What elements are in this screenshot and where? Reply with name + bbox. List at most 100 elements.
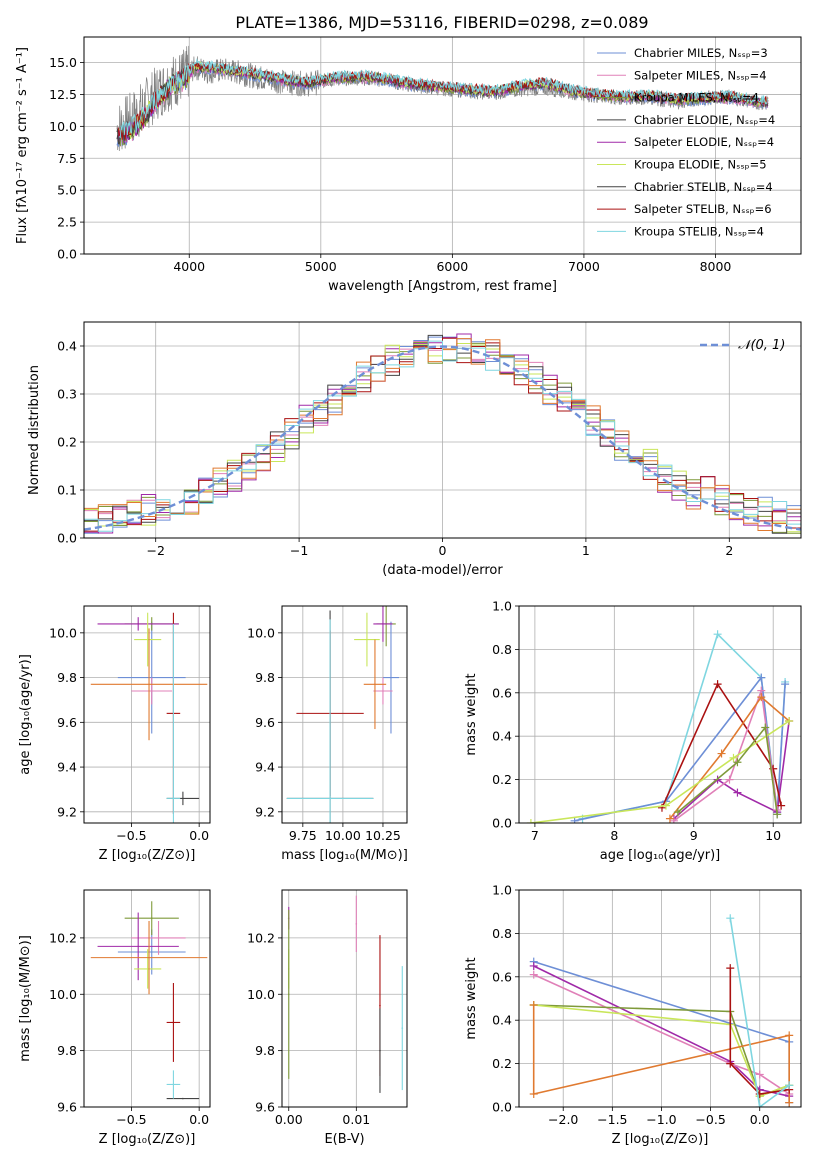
y-tick-label: 0.1 bbox=[57, 483, 77, 498]
y-axis-label: Normed distribution bbox=[27, 365, 42, 495]
data-point bbox=[172, 1083, 175, 1086]
data-point-marker bbox=[665, 814, 674, 823]
data-point-marker bbox=[713, 630, 722, 639]
data-point-marker bbox=[733, 758, 742, 767]
x-axis-label: Z [log₁₀(Z/Z⊙)] bbox=[612, 1132, 709, 1147]
legend-entry-label: Kroupa MILES, Nₛₛₚ=4 bbox=[634, 91, 759, 105]
y-tick-label: 1.0 bbox=[492, 883, 512, 898]
data-point bbox=[329, 797, 331, 800]
grid bbox=[282, 606, 407, 823]
y-tick-label: 9.6 bbox=[57, 1100, 77, 1115]
chart-mass_vs_Z: −0.5 0.0 9.6 9.8 10.0 10.2 Z [log₁₀(Z/Z⊙)] mass… bbox=[18, 889, 211, 1147]
x-tick-label: −1 bbox=[290, 543, 308, 558]
data-point-marker bbox=[726, 914, 735, 923]
y-tick-label: 0.2 bbox=[492, 772, 512, 787]
plot-area bbox=[90, 612, 208, 823]
x-axis-label: age [log₁₀(age/yr)] bbox=[600, 848, 721, 863]
x-tick-label: −1.0 bbox=[646, 1112, 676, 1127]
y-tick-label: 0.2 bbox=[492, 1056, 512, 1071]
y-tick-label: 2.5 bbox=[57, 215, 77, 230]
y-tick-label: 0.4 bbox=[57, 339, 77, 354]
series-line bbox=[582, 632, 786, 820]
x-tick-label: 4000 bbox=[173, 259, 205, 274]
data-point bbox=[182, 797, 184, 800]
legend-entry-label: Chabrier ELODIE, Nₛₛₚ=4 bbox=[634, 113, 775, 127]
y-axis-label: mass [log₁₀(M/M⊙)] bbox=[18, 935, 33, 1062]
plot-area bbox=[287, 895, 404, 1093]
x-tick-label: 8000 bbox=[700, 259, 732, 274]
residual-histogram bbox=[84, 340, 801, 532]
y-tick-label: 10.0 bbox=[49, 987, 77, 1002]
data-point bbox=[150, 951, 153, 953]
x-tick-label: 0.00 bbox=[275, 1112, 303, 1127]
y-tick-label: 9.8 bbox=[255, 670, 275, 685]
plot-area bbox=[526, 630, 794, 823]
x-tick-label: −0.5 bbox=[116, 1112, 146, 1127]
data-point-marker bbox=[755, 1103, 764, 1107]
legend-entry-label: Salpeter ELODIE, Nₛₛₚ=4 bbox=[634, 135, 774, 149]
x-tick-label: 9 bbox=[690, 828, 698, 843]
y-tick-label: 7.5 bbox=[57, 151, 77, 166]
legend-entry-label: Salpeter MILES, Nₛₛₚ=4 bbox=[634, 68, 767, 82]
axes-frame bbox=[281, 889, 408, 1108]
x-tick-label: 2 bbox=[725, 543, 733, 558]
y-tick-label: 9.8 bbox=[255, 1043, 275, 1058]
data-point-marker bbox=[526, 819, 535, 823]
x-axis-label: Z [log₁₀(Z/Z⊙)] bbox=[99, 1132, 196, 1147]
x-tick-label: 7000 bbox=[568, 259, 600, 274]
y-tick-label: 9.2 bbox=[57, 804, 77, 819]
y-tick-label: 9.8 bbox=[57, 1043, 77, 1058]
axes-frame bbox=[83, 889, 211, 1108]
plot-area bbox=[286, 606, 399, 823]
data-point-marker bbox=[773, 810, 782, 819]
y-axis-label: age [log₁₀(age/yr)] bbox=[18, 654, 33, 775]
x-tick-label: 0.0 bbox=[189, 828, 209, 843]
plot-area bbox=[529, 914, 794, 1107]
y-tick-label: 0.0 bbox=[492, 816, 512, 831]
x-tick-label: 0.01 bbox=[342, 1112, 370, 1127]
series-line bbox=[673, 690, 778, 822]
y-tick-label: 10.0 bbox=[49, 625, 77, 640]
axes-frame bbox=[83, 36, 802, 255]
grid bbox=[84, 606, 210, 823]
y-tick-label: 9.4 bbox=[255, 760, 275, 775]
y-tick-label: 0.4 bbox=[492, 729, 512, 744]
x-tick-label: 10.00 bbox=[325, 828, 361, 843]
data-point bbox=[172, 1021, 175, 1024]
series-line bbox=[574, 675, 786, 822]
legend-entry-label: Kroupa STELIB, Nₛₛₚ=4 bbox=[634, 224, 764, 238]
axes-frame bbox=[518, 605, 802, 824]
x-axis-label: E(B-V) bbox=[324, 1132, 364, 1147]
data-point-marker bbox=[757, 673, 766, 682]
data-point bbox=[148, 956, 150, 959]
data-point bbox=[390, 676, 392, 679]
data-point bbox=[150, 690, 153, 692]
chart-spectrum: 4000 5000 6000 7000 8000 0.0 2.5 5.0 7.5 10.0 12.5… bbox=[15, 36, 802, 294]
data-point-marker bbox=[673, 808, 682, 817]
y-tick-label: 9.6 bbox=[255, 1100, 275, 1115]
grid bbox=[84, 890, 210, 1108]
y-tick-label: 12.5 bbox=[49, 87, 77, 102]
data-point-marker bbox=[661, 801, 670, 810]
data-point-marker bbox=[755, 1070, 764, 1079]
series-line bbox=[533, 965, 790, 1097]
data-point bbox=[379, 1049, 381, 1052]
x-tick-label: 10.25 bbox=[365, 828, 401, 843]
data-point bbox=[146, 638, 149, 641]
series-line bbox=[729, 968, 790, 1095]
y-tick-label: 10.0 bbox=[247, 987, 275, 1002]
x-tick-label: 0.0 bbox=[750, 1112, 770, 1127]
y-tick-label: 5.0 bbox=[57, 183, 77, 198]
x-tick-label: 1 bbox=[582, 543, 590, 558]
y-tick-label: 0.8 bbox=[492, 926, 512, 941]
y-tick-label: 9.8 bbox=[57, 670, 77, 685]
legend-entry-label: Salpeter STELIB, Nₛₛₚ=6 bbox=[634, 202, 772, 216]
x-axis-label: Z [log₁₀(Z/Z⊙)] bbox=[99, 848, 196, 863]
x-tick-label: 8 bbox=[610, 828, 618, 843]
data-point-marker bbox=[729, 753, 738, 762]
data-point bbox=[401, 1027, 404, 1029]
x-axis-label: (data-model)/error bbox=[382, 563, 503, 578]
chart-age_vs_mass: 9.75 10.00 10.25 9.2 9.4 9.6 9.8 10.0 mass [log₁… bbox=[247, 605, 408, 863]
y-tick-label: 10.0 bbox=[247, 625, 275, 640]
grid bbox=[282, 890, 407, 1108]
